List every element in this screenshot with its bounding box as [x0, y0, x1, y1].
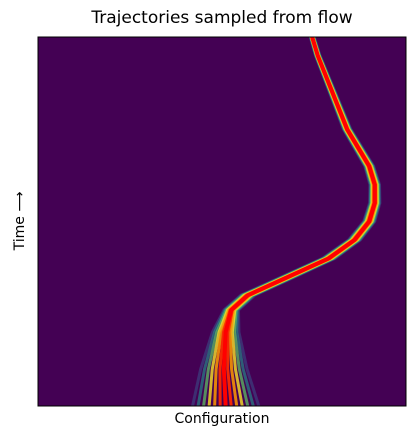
- chart-title: Trajectories sampled from flow: [91, 8, 353, 28]
- plot-frame: [37, 36, 407, 407]
- trajectory-line: [221, 37, 377, 406]
- trajectories: [191, 37, 382, 406]
- y-axis-label: Time ⟶: [12, 191, 28, 251]
- x-axis-label: Configuration: [174, 411, 270, 427]
